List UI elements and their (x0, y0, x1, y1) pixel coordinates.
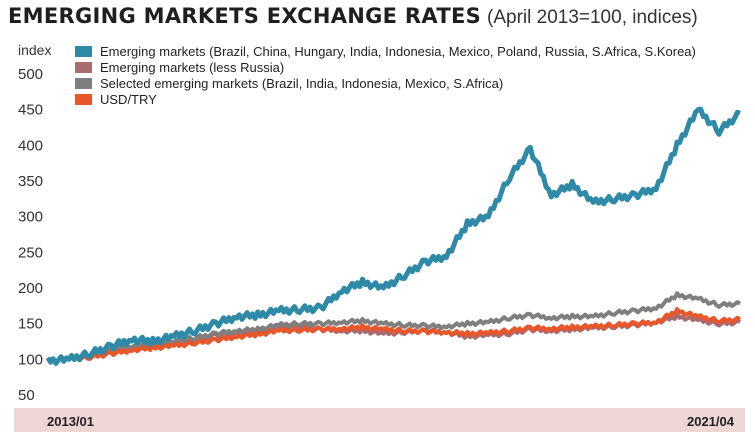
y-tick-label: 400 (18, 137, 43, 154)
y-tick-label: 250 (18, 244, 43, 261)
legend-swatch (75, 62, 92, 73)
series-line-2 (46, 291, 742, 364)
legend-swatch (75, 46, 92, 57)
x-axis-start-label: 2013/01 (47, 414, 94, 429)
chart-subtitle: (April 2013=100, indices) (487, 7, 698, 28)
legend-swatch (75, 94, 92, 105)
legend-label: Emerging markets (less Russia) (100, 60, 284, 75)
x-axis-band (14, 408, 745, 432)
y-tick-label: 150 (18, 316, 43, 333)
legend-label: Emerging markets (Brazil, China, Hungary… (100, 44, 696, 59)
y-axis-unit-label: index (18, 42, 51, 58)
y-tick-label: 450 (18, 102, 43, 119)
legend-label: Selected emerging markets (Brazil, India… (100, 76, 503, 91)
y-tick-label: 300 (18, 209, 43, 226)
y-tick-label: 100 (18, 351, 43, 368)
legend-swatch (75, 78, 92, 89)
legend: Emerging markets (Brazil, China, Hungary… (75, 44, 696, 107)
y-axis-ticks: 50 100 150 200 250 300 350 400 450 500 (18, 66, 43, 404)
y-tick-label: 500 (18, 66, 43, 83)
y-tick-label: 200 (18, 280, 43, 297)
chart-title: EMERGING MARKETS EXCHANGE RATES (8, 4, 482, 28)
series-lines (45, 106, 742, 366)
y-tick-label: 50 (18, 387, 35, 404)
chart-title-row: EMERGING MARKETS EXCHANGE RATES (April 20… (8, 4, 698, 29)
y-tick-label: 350 (18, 173, 43, 190)
legend-label: USD/TRY (100, 92, 157, 107)
series-line-3 (46, 307, 742, 364)
x-axis-end-label: 2021/04 (687, 414, 735, 429)
series-line-0 (45, 106, 741, 366)
